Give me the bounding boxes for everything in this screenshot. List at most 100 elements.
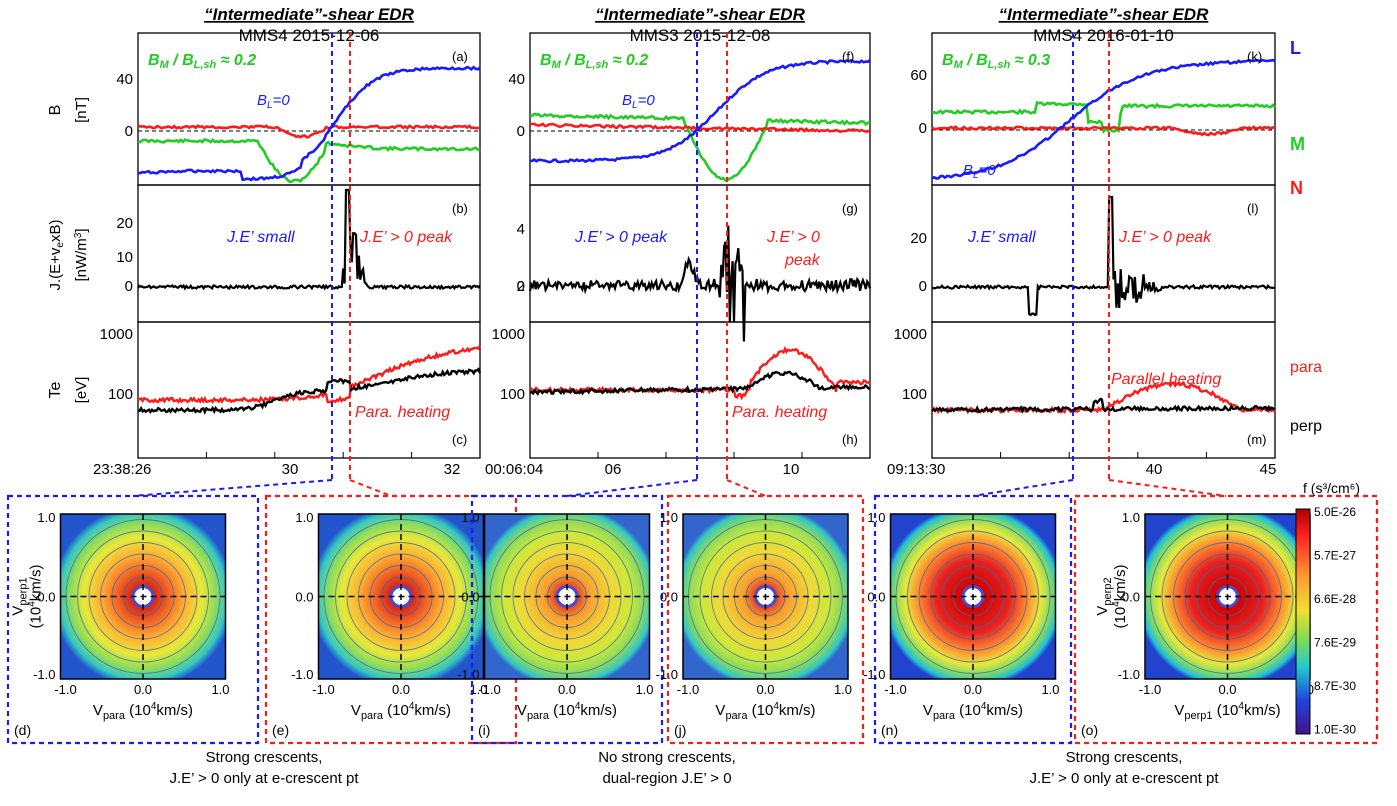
panel-te-frame <box>529 321 871 459</box>
panel-letter: (a) <box>452 49 468 64</box>
ylabel-te: Te <box>47 381 64 398</box>
column-1: “Intermediate”-shear EDR MMS4 2015-12-06 B… <box>6 5 518 787</box>
colorbar-tick: 5.0E-26 <box>1314 505 1356 519</box>
vdf-ylabel: Vperp2 <box>1094 577 1114 615</box>
te-perp-trace <box>931 397 1276 414</box>
vdf-frame <box>682 513 849 680</box>
je-trace <box>137 188 481 291</box>
vdf-contour <box>1161 530 1294 663</box>
caption-line-2: J.E’ > 0 only at e-crescent pt <box>1029 770 1219 787</box>
je-blue-label: J.E’ small <box>226 229 295 246</box>
colorbar-tick: 6.6E-28 <box>1314 592 1356 606</box>
vdf-xtick: 0.0 <box>756 682 774 697</box>
vdf-ytick: 0.0 <box>461 590 479 605</box>
panel-letter: (l) <box>1247 201 1259 216</box>
time-start: 23:38:26 <box>93 461 151 478</box>
legend-N: N <box>1290 178 1303 198</box>
blue-connector <box>132 479 333 497</box>
ytick: 2 <box>517 278 525 295</box>
vdf-contour <box>711 542 820 651</box>
vdf-box <box>873 494 1073 745</box>
je-red-label: J.E’ > 0 <box>766 229 820 246</box>
ylabel-je-unit: [nW/m3] <box>73 228 90 281</box>
vdf-xtick: -1.0 <box>54 682 76 697</box>
panel-letter: (f) <box>842 49 854 64</box>
heating-label: Para. heating <box>732 404 827 421</box>
panel-letter: (b) <box>452 201 468 216</box>
te-perp-trace <box>137 367 482 415</box>
caption-line-2: dual-region J.E’ > 0 <box>602 770 731 787</box>
vdf-contour <box>335 530 467 663</box>
vdf-xlabel: Vpara (104km/s) <box>93 701 193 722</box>
vdf-xlabel: Vpara (104km/s) <box>923 701 1023 722</box>
ytick: 20 <box>116 215 133 232</box>
vdf-xtick: 0.0 <box>558 682 576 697</box>
bm-ratio-label: BM / BL,sh ≈ 0.2 <box>148 52 256 71</box>
ylabel-je: J.(E+vexB) <box>47 219 66 290</box>
panel-j-frame <box>931 184 1276 323</box>
je-blue-label: J.E’ small <box>967 229 1036 246</box>
vdf-box <box>666 494 865 745</box>
vdf-box <box>1073 494 1379 745</box>
bl-trace <box>529 58 871 164</box>
bm-trace <box>137 137 481 184</box>
colorbar-tick: 1.0E-30 <box>1314 723 1356 737</box>
caption-line-2: J.E’ > 0 only at e-crescent pt <box>169 770 359 787</box>
ytick: 1000 <box>100 326 133 343</box>
column-3: “Intermediate”-shear EDR MMS4 2016-01-10 B… <box>863 5 1379 787</box>
ytick: 40 <box>508 71 525 88</box>
vdf-ytick: 0.0 <box>37 590 55 605</box>
time-start: 09:13:30 <box>887 461 945 478</box>
blue-connector <box>972 479 1074 497</box>
ytick: 0 <box>125 278 133 295</box>
ytick: 1000 <box>492 326 525 343</box>
column-title: “Intermediate”-shear EDR <box>595 5 805 24</box>
vdf-xtick: -1.0 <box>677 682 699 697</box>
vdf-xtick: 1.0 <box>834 682 852 697</box>
bm-ratio-label: BM / BL,sh ≈ 0.2 <box>540 52 648 71</box>
red-connector <box>726 479 766 497</box>
bm-ratio-label: BM / BL,sh ≈ 0.3 <box>942 52 1050 71</box>
je-red-label-2: peak <box>784 252 821 269</box>
legend-perp: perp <box>1290 418 1322 435</box>
time-start: 00:06:04 <box>485 461 543 478</box>
panel-letter: (i) <box>478 722 490 738</box>
column-subtitle: MMS4 2015-12-06 <box>239 26 380 45</box>
panel-letter: (j) <box>674 722 686 738</box>
vdf-ytick: -1.0 <box>457 667 479 682</box>
vdf-ytick: 0.0 <box>660 590 678 605</box>
ytick: 0 <box>125 123 133 140</box>
vdf-xlabel: Vpara (104km/s) <box>715 701 815 722</box>
panel-letter: (e) <box>272 722 289 738</box>
bn-trace <box>931 125 1276 137</box>
legend-M: M <box>1290 134 1305 154</box>
ytick: 0 <box>919 278 927 295</box>
y-labels: B [nT] J.(E+vexB) [nW/m3] Te [eV] <box>47 97 90 403</box>
vdf-xtick: 0.0 <box>964 682 982 697</box>
column-2: “Intermediate”-shear EDR MMS3 2015-12-08 B… <box>457 5 872 787</box>
te-para-trace <box>137 344 482 405</box>
vdf-contour <box>88 542 198 651</box>
panel-letter: (g) <box>842 201 858 216</box>
vdf-ylabel: Vperp1 <box>10 577 30 615</box>
vdf-ytick: 1.0 <box>295 510 313 525</box>
vdf-xtick: 1.0 <box>1041 682 1059 697</box>
panel-j-frame <box>137 184 481 323</box>
je-blue-label: J.E’ > 0 peak <box>574 229 668 246</box>
vdf-ytick: 0.0 <box>295 590 313 605</box>
panel-te-frame <box>137 321 481 459</box>
red-connector <box>349 479 392 497</box>
vdf-ytick: -1.0 <box>863 667 885 682</box>
vdf-ytick: 1.0 <box>1122 510 1140 525</box>
colorbar-label: f (s³/cm⁶) <box>1303 480 1360 496</box>
ytick: 10 <box>116 249 133 266</box>
vdf-ytick: -1.0 <box>291 667 313 682</box>
time-tick: 10 <box>783 461 800 478</box>
vdf-contour <box>699 530 832 663</box>
bl-zero-label: BL=0 <box>622 92 655 111</box>
ytick: 60 <box>910 67 927 84</box>
panel-letter: (c) <box>452 432 467 447</box>
time-tick: 45 <box>1260 461 1277 478</box>
vdf-xtick: -1.0 <box>312 682 334 697</box>
vdf-xtick: -1.0 <box>1139 682 1161 697</box>
